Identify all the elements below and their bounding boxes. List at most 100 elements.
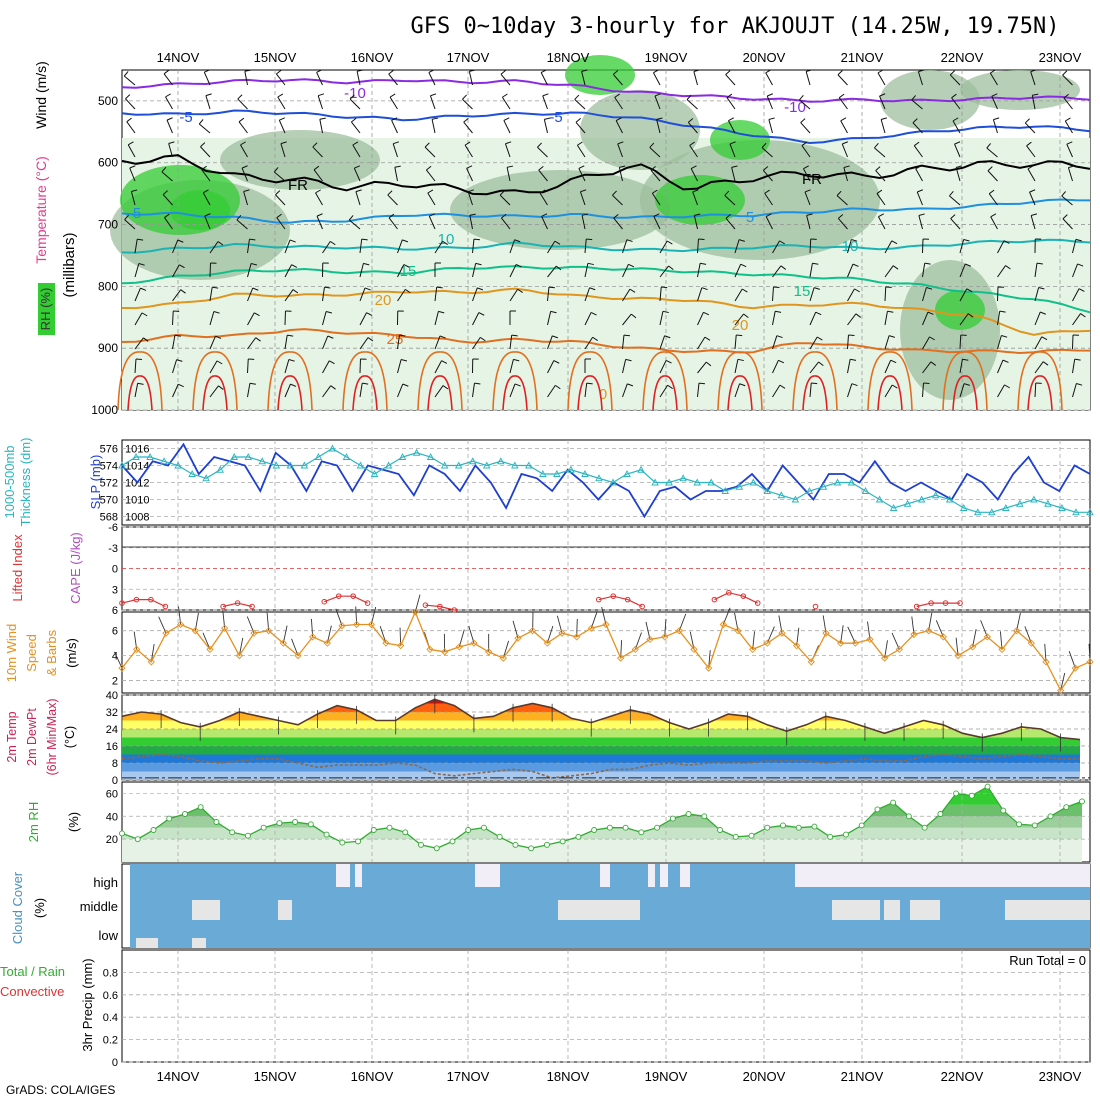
thickness-marker xyxy=(595,474,603,482)
cloud-ylabel-unit: (%) xyxy=(32,898,47,918)
wind-barb-flag xyxy=(216,360,223,365)
wind-barb xyxy=(134,337,144,350)
wind-barb xyxy=(315,192,323,206)
wind-barb xyxy=(584,239,587,254)
wind-barb-flag xyxy=(855,313,862,318)
wind-barb xyxy=(1034,311,1041,326)
wind-barb-flag xyxy=(765,213,772,217)
wind-barb xyxy=(772,360,779,374)
wind-barb-flag xyxy=(249,382,256,385)
wind-speed-marker xyxy=(793,642,801,650)
wind-barb-flag xyxy=(313,165,320,171)
wind-barb-flag xyxy=(502,93,508,98)
wind-barb-flag xyxy=(325,310,333,314)
rh-shade-region xyxy=(580,90,700,170)
thickness-marker xyxy=(412,448,421,456)
wind-barb xyxy=(697,312,704,326)
wind-barb-flag xyxy=(728,117,734,122)
slp-ylabel: SLP (mb) xyxy=(88,455,103,510)
wind-barb-flag xyxy=(166,117,173,121)
rh-marker xyxy=(858,822,865,829)
warm-contour-loop xyxy=(867,351,913,411)
lifted-index-marker xyxy=(364,600,371,606)
wind-barb xyxy=(765,72,773,86)
rh-marker xyxy=(842,831,849,838)
wind-barb xyxy=(884,311,888,326)
rh-marker xyxy=(890,799,897,806)
thickness-marker xyxy=(398,453,407,460)
wind-barb xyxy=(506,167,511,182)
wind-barb xyxy=(622,288,631,302)
wind-barb-flag xyxy=(578,165,585,169)
wind-barb xyxy=(618,167,623,182)
wind-barb-flag xyxy=(252,287,259,291)
wind-barb-flag xyxy=(291,264,298,268)
wind-barb-flag xyxy=(244,69,251,72)
wind-barb-flag xyxy=(1061,191,1067,197)
wind-barb xyxy=(847,239,852,254)
bottom-date-label: 18NOV xyxy=(547,1069,590,1084)
wind-barb xyxy=(622,335,625,350)
rh-tick-label: 40 xyxy=(106,811,118,823)
thickness-marker xyxy=(833,478,842,486)
lifted-index-marker xyxy=(726,589,732,596)
wind-speed-marker xyxy=(514,634,522,642)
wind-barb-flag xyxy=(876,189,883,194)
surface-wind-barb xyxy=(722,607,731,625)
wind-barb xyxy=(650,169,661,182)
wind-barb xyxy=(209,360,218,374)
wind-barb-flag xyxy=(765,69,772,74)
wind-barb-flag xyxy=(541,213,548,217)
wind-barb-flag xyxy=(513,358,520,362)
wind-barb xyxy=(172,289,182,302)
rh-shade-region xyxy=(710,120,770,160)
wind-barb-flag xyxy=(993,117,1000,121)
surface-wind-barb xyxy=(414,594,421,613)
thickness-marker xyxy=(160,457,168,465)
wind-barb xyxy=(955,167,961,182)
wind-barb-flag xyxy=(881,117,888,121)
wind-barb-flag xyxy=(768,117,775,120)
wind-barb-flag xyxy=(801,141,808,146)
wind-barb-flag xyxy=(918,69,925,73)
wind-barb xyxy=(837,218,848,230)
wind-barb xyxy=(203,72,211,86)
wind-tick-label: 6 xyxy=(112,626,118,638)
rh-marker xyxy=(717,827,723,833)
wind-barb-flag xyxy=(179,264,185,269)
wind-barb-flag xyxy=(590,311,597,316)
top-date-label: 17NOV xyxy=(447,50,490,65)
isotherm-label: 15 xyxy=(400,263,417,280)
wind-ylabel: & Barbs xyxy=(44,629,59,676)
wind-barb xyxy=(359,312,368,326)
wind-barb xyxy=(772,335,778,350)
wind-barb xyxy=(922,382,924,398)
wind-barb xyxy=(877,216,886,230)
surface-wind-barb xyxy=(590,611,598,629)
wind-barb-flag xyxy=(240,141,246,146)
wind-barb-flag xyxy=(129,165,136,169)
wind-barb xyxy=(836,195,848,206)
rh-marker xyxy=(481,824,487,831)
wind-barb xyxy=(280,143,286,158)
wind-barb xyxy=(247,239,250,254)
wind-barb-flag xyxy=(743,313,749,319)
wind-barb xyxy=(875,170,886,182)
wind-speed-marker xyxy=(851,639,859,647)
wind-barb-flag xyxy=(575,118,581,123)
wind-barb-flag xyxy=(739,383,746,387)
wind-barb-flag xyxy=(201,165,207,171)
wind-barb-flag xyxy=(315,189,321,194)
temp-color-band xyxy=(122,712,1080,721)
rh-marker xyxy=(276,820,283,827)
thickness-line xyxy=(121,447,1090,513)
wind-barb xyxy=(697,383,700,398)
wind-barb xyxy=(472,239,475,254)
wind-barb-flag xyxy=(779,240,785,245)
wind-barb xyxy=(397,335,400,350)
wind-barb xyxy=(243,191,248,206)
wind-barb xyxy=(322,311,327,326)
thickness-marker xyxy=(1002,504,1010,511)
hot-contour-loop xyxy=(127,375,153,411)
wind-barb-flag xyxy=(318,93,325,97)
